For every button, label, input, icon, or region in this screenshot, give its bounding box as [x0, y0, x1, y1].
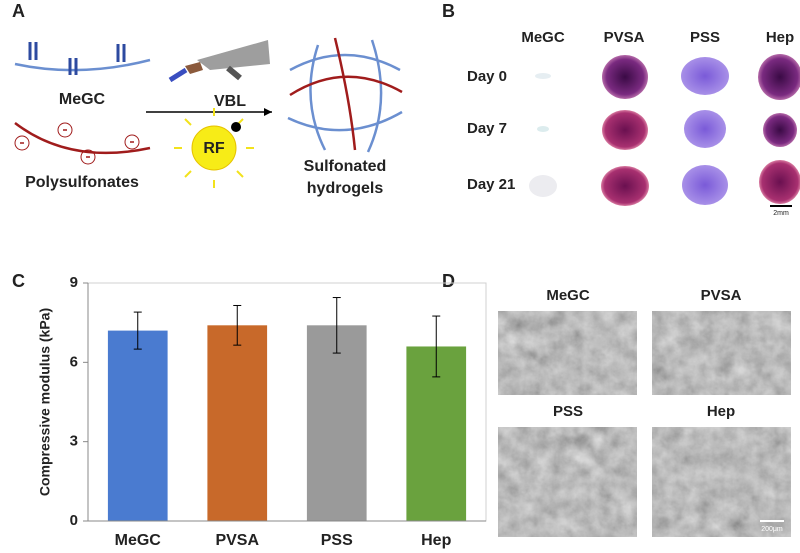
column-label: PVSA	[604, 29, 645, 46]
column-label: MeGC	[521, 29, 565, 46]
label: MeGC	[59, 91, 106, 108]
bar	[107, 330, 168, 521]
image-title: PSS	[553, 403, 583, 420]
panel-label: A	[12, 1, 25, 21]
schematic	[14, 37, 403, 188]
label: Polysulfonates	[25, 174, 139, 191]
label: hydrogels	[307, 180, 384, 197]
bar	[306, 325, 367, 521]
y-tick-label: 0	[70, 512, 78, 529]
column-label: PSS	[690, 29, 720, 46]
panel-label: D	[442, 271, 455, 291]
x-tick-label: PSS	[321, 532, 353, 549]
label: Sulfonated	[304, 158, 387, 175]
row-label: Day 0	[467, 68, 507, 85]
image-title: PVSA	[701, 287, 742, 304]
label: VBL	[214, 93, 246, 110]
panel-label: B	[442, 1, 455, 21]
x-tick-label: Hep	[421, 532, 451, 549]
y-tick-label: 3	[70, 433, 78, 450]
y-axis-label: Compressive modulus (kPa)	[37, 308, 53, 496]
row-label: Day 7	[467, 120, 507, 137]
scale-bar-label: 2mm	[773, 210, 789, 217]
scale-bar-label: 200μm	[761, 526, 783, 533]
image-title: MeGC	[546, 287, 590, 304]
x-tick-label: MeGC	[115, 532, 162, 549]
panel-label: C	[12, 271, 25, 291]
image-title: Hep	[707, 403, 735, 420]
column-label: Hep	[766, 29, 794, 46]
y-tick-label: 6	[70, 353, 78, 370]
y-tick-label: 9	[70, 274, 78, 291]
label: RF	[203, 140, 225, 157]
bar	[207, 325, 268, 521]
sem-images	[498, 311, 791, 537]
sample-photos	[529, 54, 800, 207]
row-label: Day 21	[467, 176, 515, 193]
x-tick-label: PVSA	[215, 532, 259, 549]
